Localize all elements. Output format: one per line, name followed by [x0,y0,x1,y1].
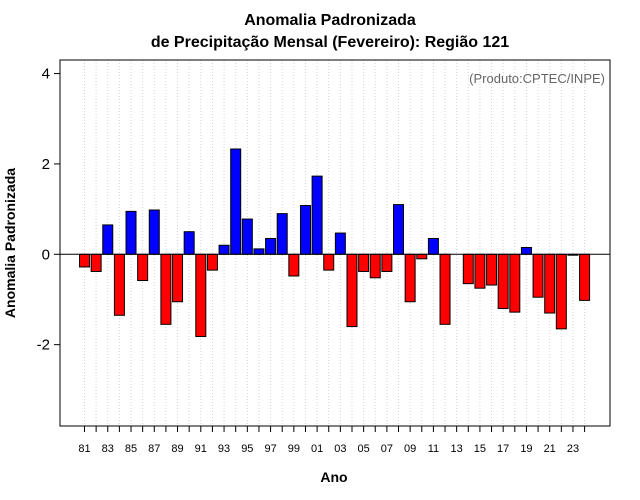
bar-87 [148,209,160,255]
bar-99 [288,253,300,277]
x-tick-label: 15 [474,443,486,455]
bar-90 [183,231,195,255]
bar-12 [439,253,451,325]
bar-82 [90,253,102,272]
bar-93 [218,244,230,255]
x-tick-label: 13 [451,443,463,455]
bar-24 [579,253,591,301]
bar-08 [393,204,405,255]
y-axis-label: Anomalia Padronizada [2,168,18,318]
x-tick-label: 85 [125,443,137,455]
bar-83 [102,224,114,255]
x-tick-label: 99 [288,443,300,455]
y-tick-label: 0 [42,246,50,263]
bar-96 [253,248,265,255]
bar-01 [311,175,323,255]
x-tick-label: 97 [264,443,276,455]
bar-84 [113,253,125,316]
x-tick-label: 09 [404,443,416,455]
bar-07 [381,253,393,272]
bar-92 [206,253,218,271]
bar-95 [241,218,253,255]
bar-18 [509,253,521,313]
bar-81 [79,253,90,268]
y-tick-label: 4 [42,66,50,83]
bar-04 [346,253,358,328]
y-tick-label: -2 [37,337,50,354]
bar-02 [323,253,335,271]
chart-title: Anomalia Padronizada [244,12,416,29]
bar-15 [474,253,486,289]
bar-94 [230,148,242,255]
credit-text: (Produto:CPTEC/INPE) [469,71,605,86]
x-tick-label: 95 [241,443,253,455]
x-tick-label: 93 [218,443,230,455]
bar-10 [416,253,428,260]
plot-frame [59,59,611,427]
x-tick-label: 81 [78,443,90,455]
x-axis: 81 83 85 87 89 91 93 95 97 99 01 03 05 07 09 11 13 15 17 19… [78,426,586,455]
bar-17 [497,253,509,310]
bar-16 [486,253,498,286]
x-tick-label: 01 [311,443,323,455]
bar-21 [544,253,556,314]
bar-09 [404,253,416,303]
bar-19 [520,247,532,255]
bar-89 [172,253,184,303]
x-tick-label: 03 [334,443,346,455]
bar-97 [265,237,277,255]
bar-85 [125,210,137,255]
bar-91 [195,253,207,338]
x-axis-label: Ano [320,469,347,485]
bar-86 [137,253,149,282]
x-tick-label: 11 [428,443,439,455]
bar-05 [358,253,370,272]
bars [79,148,591,338]
bar-14 [462,253,474,285]
bar-03 [334,232,346,255]
bar-06 [369,253,381,279]
y-tick-label: 2 [42,156,50,173]
x-tick-label: 21 [544,443,556,455]
bar-98 [276,213,288,255]
y-axis: -2 0 2 4 [37,66,60,354]
x-tick-label: 05 [357,443,369,455]
bar-11 [427,237,439,255]
x-tick-label: 83 [102,443,114,455]
x-tick-label: 17 [497,443,509,455]
x-tick-label: 19 [520,443,532,455]
chart-subtitle: de Precipitação Mensal (Fevereiro): Regi… [151,34,509,51]
bar-00 [299,204,311,255]
x-tick-label: 07 [381,443,393,455]
x-tick-label: 87 [148,443,160,455]
bar-88 [160,253,172,325]
x-tick-label: 89 [171,443,183,455]
x-tick-label: 91 [195,443,207,455]
x-tick-label: 23 [567,443,579,455]
bar-22 [555,253,567,330]
bar-20 [532,253,544,298]
